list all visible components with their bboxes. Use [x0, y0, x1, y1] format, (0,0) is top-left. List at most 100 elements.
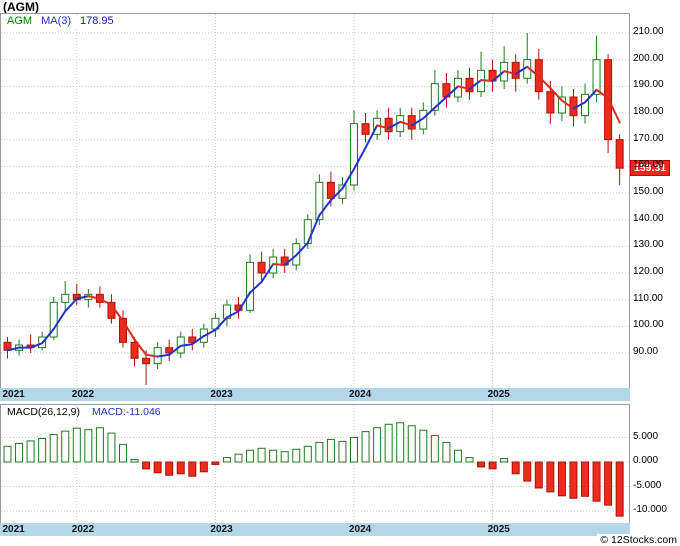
- ma-segment: [503, 70, 517, 75]
- macd-bar: [119, 443, 127, 463]
- ma-segment: [133, 338, 148, 356]
- macd-legend-value: MACD:-11.046: [91, 406, 161, 418]
- x-axis-band-main: 2021 2022 2023 2024 2025: [0, 388, 630, 401]
- price-tick-label: 200.00: [633, 52, 664, 64]
- ma-segment: [491, 70, 506, 82]
- price-tick-label: 110.00: [633, 292, 663, 304]
- ma-segment: [41, 328, 55, 345]
- ma-segment: [456, 85, 471, 90]
- current-price-badge: 159.31: [630, 160, 671, 177]
- macd-bar: [61, 430, 70, 463]
- macd-bar: [269, 449, 278, 463]
- ma-segment: [514, 65, 529, 75]
- macd-bar: [234, 453, 243, 463]
- macd-bar: [430, 435, 439, 463]
- macd-bar: [107, 432, 116, 463]
- legend-ma-label: MA(3): [41, 15, 72, 27]
- macd-plot: [1, 405, 629, 523]
- candle: [350, 123, 358, 186]
- price-tick-label: 130.00: [633, 239, 664, 251]
- legend-ma-value: 178.95: [80, 15, 114, 27]
- macd-bar: [523, 461, 532, 482]
- macd-bar: [442, 441, 451, 463]
- ma-segment: [422, 106, 436, 120]
- year-label: 2024: [349, 524, 372, 535]
- macd-bar: [546, 461, 555, 493]
- macd-bar: [26, 440, 35, 463]
- ma-segment: [225, 310, 240, 319]
- candle: [546, 91, 555, 114]
- copyright-watermark[interactable]: © 12Stocks.com: [597, 534, 677, 546]
- ma-segment: [399, 120, 413, 127]
- macd-tick-label: -10.000: [633, 504, 667, 515]
- ma-segment: [433, 96, 448, 109]
- ma-segment: [156, 353, 171, 358]
- ma-segment: [480, 79, 494, 82]
- candle: [361, 123, 370, 135]
- ma-segment: [214, 316, 228, 331]
- year-label: 2023: [210, 524, 233, 535]
- ma-segment: [87, 295, 101, 300]
- macd-bar: [384, 423, 393, 463]
- macd-bar: [361, 431, 370, 463]
- ma-segment: [306, 214, 321, 244]
- macd-bar: [465, 457, 474, 463]
- candlestick-chart: AGM MA(3) 178.95: [0, 13, 630, 390]
- candle: [557, 96, 566, 114]
- legend-symbol: AGM: [7, 15, 33, 27]
- macd-bar: [165, 461, 174, 476]
- year-label: 2024: [349, 389, 372, 400]
- ma-segment: [168, 344, 182, 356]
- price-tick-label: 170.00: [633, 132, 664, 144]
- price-tick-label: 140.00: [633, 212, 664, 224]
- macd-bar: [303, 445, 312, 463]
- macd-bar: [3, 445, 12, 463]
- ma-segment: [595, 88, 610, 99]
- ma-segment: [179, 343, 194, 347]
- ma-segment: [64, 297, 78, 313]
- macd-bar: [615, 461, 624, 517]
- macd-legend: MACD(26,12,9) MACD:-11.046: [4, 406, 164, 418]
- candle: [188, 336, 197, 343]
- candle: [246, 261, 255, 311]
- macd-bar: [257, 447, 266, 463]
- candle: [130, 341, 139, 359]
- price-tick-label: 100.00: [633, 319, 664, 331]
- candle: [407, 115, 416, 130]
- ma-segment: [237, 291, 252, 313]
- ma-segment: [52, 310, 67, 330]
- candle: [511, 61, 520, 79]
- candle: [384, 117, 393, 133]
- macd-bar: [500, 458, 509, 463]
- ma-segment: [341, 168, 355, 190]
- macd-bar: [246, 449, 255, 463]
- year-label: 2022: [71, 389, 95, 400]
- price-tick-label: 210.00: [633, 26, 664, 37]
- macd-bar: [199, 461, 208, 473]
- ma-segment: [6, 346, 21, 352]
- candle: [315, 181, 324, 221]
- year-label: 2025: [487, 524, 510, 535]
- macd-legend-label: MACD(26,12,9): [7, 406, 80, 418]
- macd-bar: [188, 461, 197, 477]
- ma-segment: [191, 335, 205, 346]
- ma-segment: [283, 254, 298, 266]
- macd-bar: [292, 448, 301, 463]
- macd-bar: [419, 429, 428, 463]
- macd-bar: [407, 425, 416, 463]
- macd-bar: [142, 461, 151, 470]
- macd-chart: MACD(26,12,9) MACD:-11.046: [0, 404, 630, 524]
- macd-bar: [15, 442, 24, 463]
- price-tick-label: 190.00: [633, 79, 664, 91]
- macd-bar: [581, 461, 589, 497]
- ma-segment: [145, 353, 159, 358]
- macd-tick-label: 0.000: [633, 455, 659, 466]
- macd-bar: [49, 434, 58, 463]
- macd-bar: [38, 437, 47, 463]
- candle: [142, 357, 151, 365]
- candle: [257, 261, 266, 274]
- ma-segment: [295, 241, 309, 257]
- candle: [119, 317, 127, 343]
- macd-bar: [453, 449, 462, 463]
- candle: [430, 83, 439, 111]
